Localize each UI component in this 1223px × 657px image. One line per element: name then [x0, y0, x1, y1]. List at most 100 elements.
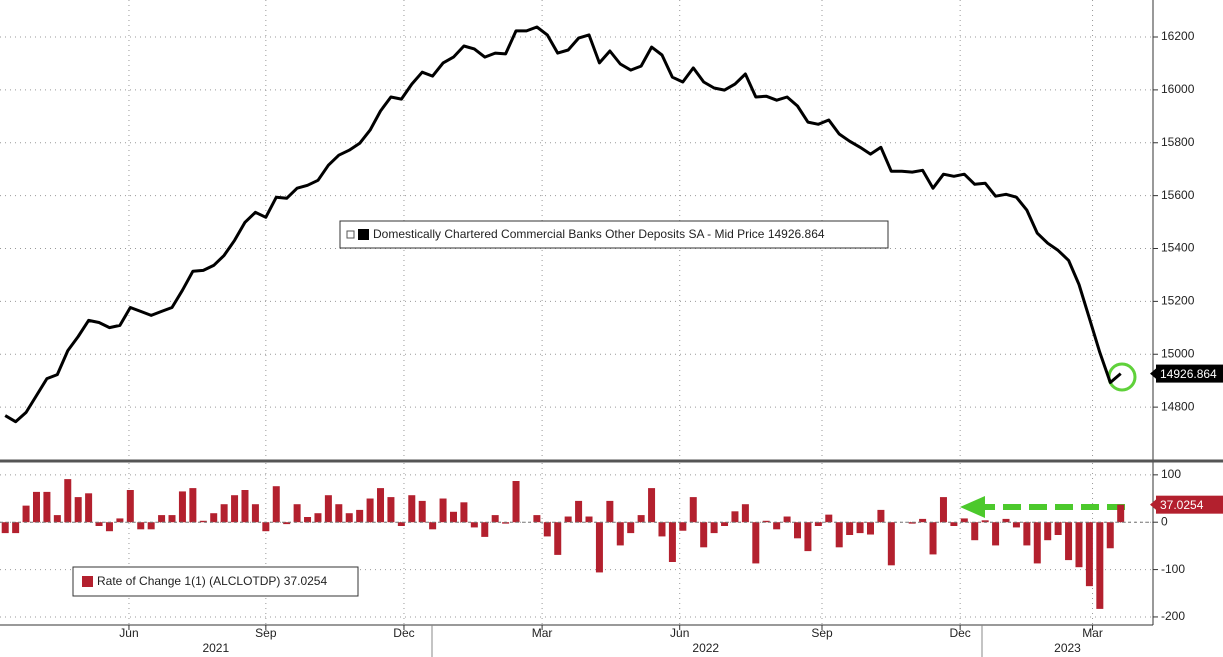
bar	[1085, 522, 1093, 587]
y-tick-label: 15000	[1161, 346, 1195, 360]
y-tick-label: -100	[1161, 562, 1185, 576]
last-value-tag	[1156, 364, 1223, 383]
bar	[397, 522, 405, 526]
bar	[158, 515, 166, 523]
bar	[1096, 522, 1104, 609]
y-tick-label: 15600	[1161, 188, 1195, 202]
x-tick-label: Mar	[1082, 626, 1103, 640]
y-tick-label: 16000	[1161, 82, 1195, 96]
y-tick-label: 14800	[1161, 399, 1195, 413]
bar	[679, 522, 687, 531]
bar	[283, 522, 291, 525]
bar	[741, 504, 749, 523]
legend-toggle	[346, 230, 355, 239]
bar	[731, 511, 739, 523]
bar	[304, 517, 312, 523]
bar	[1075, 522, 1083, 568]
bar	[981, 520, 989, 523]
bar	[1033, 522, 1041, 564]
x-tick-label: Jun	[119, 626, 138, 640]
bar	[533, 515, 541, 523]
last-value-label: 14926.864	[1160, 367, 1217, 381]
bar	[189, 488, 197, 523]
legend: Rate of Change 1(1) (ALCLOTDP) 37.0254	[72, 566, 359, 597]
bar	[314, 513, 322, 523]
bar	[616, 522, 624, 546]
bar	[377, 488, 385, 523]
bar	[689, 497, 697, 523]
bar	[481, 522, 489, 537]
bar	[1106, 522, 1114, 549]
legend-swatch	[358, 229, 369, 240]
bar	[595, 522, 603, 573]
bar	[137, 522, 145, 530]
bar	[721, 522, 729, 526]
bar	[199, 520, 207, 523]
x-tick-label: Sep	[255, 626, 277, 640]
bar	[126, 490, 134, 523]
bar	[637, 515, 645, 523]
bar	[210, 513, 218, 523]
bar	[762, 520, 770, 523]
bar	[804, 522, 812, 552]
bar	[387, 497, 395, 523]
bar	[606, 500, 614, 523]
y-tick-label: 0	[1161, 514, 1168, 528]
bar	[971, 522, 979, 541]
bar	[335, 504, 343, 523]
bar	[835, 522, 843, 548]
bar	[919, 518, 927, 523]
bar	[648, 488, 656, 523]
bar	[262, 522, 270, 532]
x-tick-label: Dec	[393, 626, 414, 640]
bar	[147, 522, 155, 530]
bar	[116, 518, 124, 523]
bar	[887, 522, 895, 566]
bar	[345, 513, 353, 523]
x-tick-label: Sep	[811, 626, 833, 640]
bar	[950, 522, 958, 526]
bar	[12, 522, 20, 534]
bar	[178, 491, 186, 523]
bar	[773, 522, 781, 530]
year-label: 2022	[692, 641, 719, 655]
bar	[877, 509, 885, 523]
y-tick-label: 15800	[1161, 135, 1195, 149]
legend-value: 37.0254	[284, 574, 328, 588]
bar	[575, 500, 583, 523]
last-value-label: 37.0254	[1160, 498, 1204, 512]
legend-name: Domestically Chartered Commercial Banks …	[373, 227, 765, 241]
legend-box	[72, 566, 359, 597]
bar	[356, 509, 364, 523]
bar	[460, 502, 468, 523]
bar	[856, 522, 864, 534]
bar	[1117, 504, 1125, 523]
bar	[22, 505, 30, 523]
bar	[512, 481, 520, 523]
legend-label: Domestically Chartered Commercial Banks …	[373, 227, 825, 241]
bar	[418, 500, 426, 523]
y-tick-label: 15400	[1161, 241, 1195, 255]
arrow-head	[960, 496, 985, 518]
bar	[1, 522, 9, 534]
bar	[502, 522, 510, 524]
bar	[1054, 522, 1062, 535]
bar	[1044, 522, 1052, 541]
y-tick-label: 16200	[1161, 29, 1195, 43]
bar	[64, 479, 72, 523]
bar	[564, 516, 572, 523]
bar	[43, 491, 51, 523]
bar	[908, 522, 916, 524]
bar	[251, 504, 259, 523]
y-tick-label: 15200	[1161, 294, 1195, 308]
bar	[658, 522, 666, 537]
bar	[627, 522, 635, 534]
last-value-pointer	[1150, 498, 1157, 511]
legend-label: Rate of Change 1(1) (ALCLOTDP) 37.0254	[97, 574, 327, 588]
y-tick-label: -200	[1161, 609, 1185, 623]
bar	[408, 495, 416, 523]
bar	[241, 490, 249, 523]
bar	[470, 522, 478, 528]
